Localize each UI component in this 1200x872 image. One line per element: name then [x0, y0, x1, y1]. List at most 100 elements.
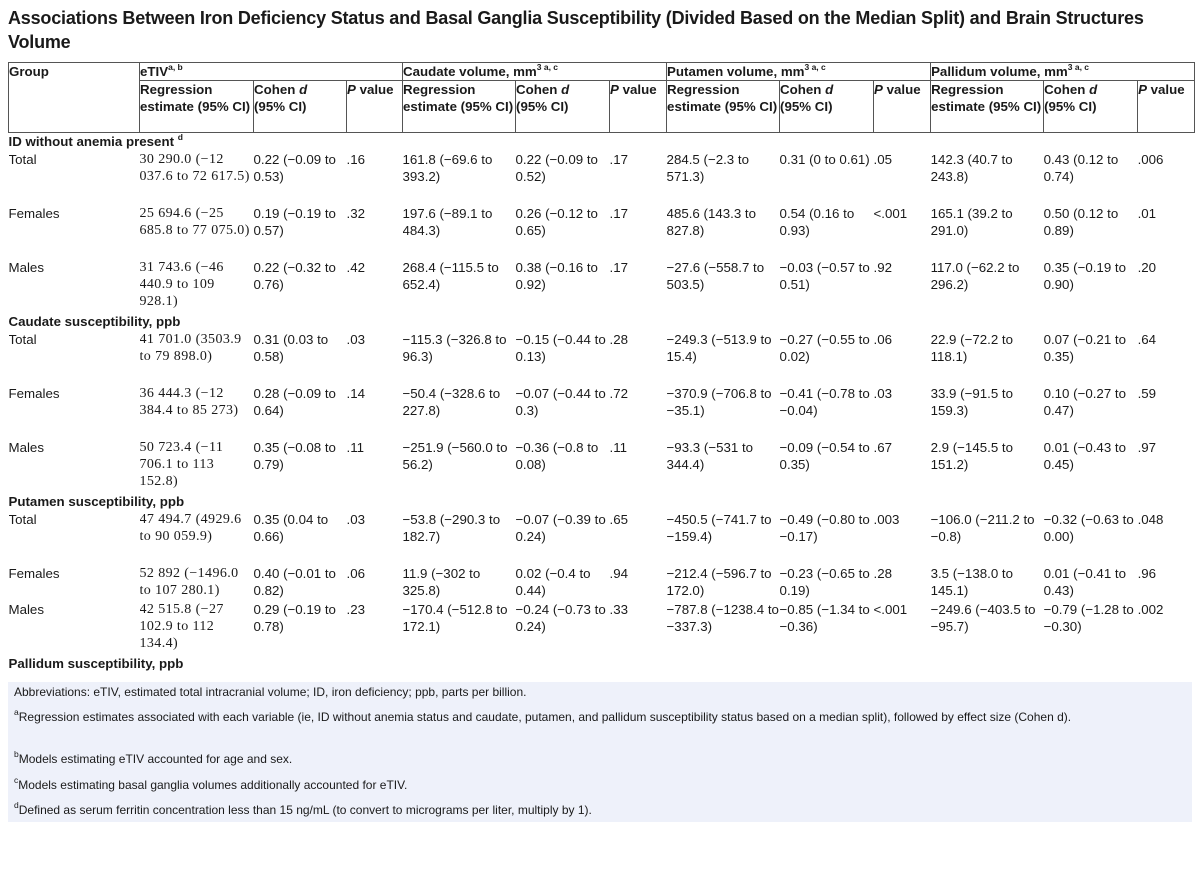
cell-pal-p: .59	[1137, 386, 1157, 401]
cell-pal-est: 33.9 (−91.5 to 159.3)	[930, 386, 1013, 418]
footnote-d-mark: d	[14, 800, 19, 810]
cell-put-p: .03	[873, 386, 893, 401]
header-putamen-p: P value	[873, 80, 932, 133]
cell-etiv-d: 0.35 (0.04 to 0.66)	[253, 512, 329, 544]
cell-etiv-est: 30 290.0 (−12 037.6 to 72 617.5)	[139, 152, 250, 184]
cell-put-d: −0.41 (−0.78 to −0.04)	[779, 386, 870, 418]
cell-group: Total	[8, 152, 37, 167]
cell-pal-p: .01	[1137, 206, 1157, 221]
cell-etiv-est: 36 444.3 (−12 384.4 to 85 273)	[139, 386, 239, 418]
cell-etiv-p: .11	[346, 440, 365, 455]
header-etiv-cohen-d: d	[299, 82, 308, 97]
cell-pal-d: 0.43 (0.12 to 0.74)	[1043, 152, 1119, 184]
cell-pal-d: 0.01 (−0.41 to 0.43)	[1043, 566, 1126, 598]
header-pallidum-label: Pallidum volume, mm	[931, 64, 1068, 79]
cell-caud-d: −0.07 (−0.44 to 0.3)	[515, 386, 606, 418]
cell-caud-d: 0.26 (−0.12 to 0.65)	[515, 206, 598, 238]
cell-put-est: −249.3 (−513.9 to 15.4)	[666, 332, 772, 364]
cell-etiv-p: .03	[346, 512, 366, 527]
cell-group: Males	[8, 440, 44, 455]
header-caudate-sup: 3 a, c	[536, 62, 559, 72]
header-etiv-regression: Regression estimate (95% CI)	[139, 80, 254, 133]
cell-etiv-est: 50 723.4 (−11 706.1 to 113 152.8)	[139, 440, 224, 489]
section-label: Caudate susceptibility, ppb	[8, 314, 181, 329]
footnote-b: bModels estimating eTIV accounted for ag…	[8, 750, 1192, 767]
header-pallidum-cohen-d: d	[1089, 82, 1098, 97]
cell-etiv-p: .14	[346, 386, 366, 401]
cell-etiv-d: 0.19 (−0.19 to 0.57)	[253, 206, 336, 238]
header-etiv-p: P value	[345, 80, 404, 133]
footnote-c-text: Models estimating basal ganglia volumes …	[18, 778, 408, 792]
cell-group: Females	[8, 206, 60, 221]
cell-etiv-d: 0.22 (−0.32 to 0.76)	[253, 260, 336, 292]
cell-pal-est: 2.9 (−145.5 to 151.2)	[930, 440, 1013, 472]
footnote-a-mark: a	[14, 707, 19, 717]
header-putamen-sup: 3 a, c	[804, 62, 826, 72]
cell-put-p: .06	[873, 332, 893, 347]
cell-put-p: .28	[873, 566, 893, 581]
header-caudate-cohen-d: d	[561, 82, 570, 97]
header-pallidum-p: P value	[1137, 80, 1196, 133]
header-caudate-p: P value	[609, 80, 668, 133]
cell-put-d: −0.49 (−0.80 to −0.17)	[779, 512, 870, 544]
cell-etiv-est: 52 892 (−1496.0 to 107 280.1)	[139, 566, 239, 598]
cell-pal-est: −249.6 (−403.5 to −95.7)	[930, 602, 1036, 634]
cell-caud-p: .94	[609, 566, 629, 581]
cell-etiv-p: .16	[346, 152, 366, 167]
cell-group: Total	[8, 512, 37, 527]
header-putamen-cohen-d: d	[825, 82, 834, 97]
cell-pal-p: .002	[1137, 602, 1164, 617]
cell-pal-d: 0.35 (−0.19 to 0.90)	[1043, 260, 1126, 292]
cell-etiv-est: 25 694.6 (−25 685.8 to 77 075.0)	[139, 206, 250, 238]
header-pallidum-cohen-label: Cohen	[1044, 82, 1090, 97]
cell-put-d: 0.31 (0 to 0.61)	[779, 152, 870, 167]
header-caudate: Caudate volume, mm3 a, c	[402, 62, 668, 81]
header-etiv-label: eTIV	[140, 64, 169, 79]
header-pallidum-cohen: Cohen d (95% CI)	[1043, 80, 1139, 133]
cell-put-p: .003	[873, 512, 900, 527]
header-caudate-cohen-ci: (95% CI)	[516, 99, 569, 114]
cell-put-est: −370.9 (−706.8 to −35.1)	[666, 386, 772, 418]
section-label: ID without anemia present	[8, 134, 175, 149]
cell-pal-d: −0.79 (−1.28 to −0.30)	[1043, 602, 1134, 634]
cell-put-p: .92	[873, 260, 893, 275]
cell-pal-p: .97	[1137, 440, 1157, 455]
cell-put-est: −787.8 (−1238.4 to −337.3)	[666, 602, 779, 634]
cell-put-est: −212.4 (−596.7 to 172.0)	[666, 566, 772, 598]
cell-caud-p: .65	[609, 512, 629, 527]
header-caudate-cohen-label: Cohen	[516, 82, 562, 97]
cell-pal-p: .64	[1137, 332, 1157, 347]
cell-put-p: .67	[873, 440, 893, 455]
header-group-label: Group	[9, 64, 49, 79]
cell-etiv-p: .42	[346, 260, 366, 275]
section-header: Putamen susceptibility, ppb	[9, 493, 1195, 511]
table-row: Females 25 694.6 (−25 685.8 to 77 075.0) 0…	[9, 205, 1195, 259]
cell-group: Females	[8, 566, 60, 581]
cell-etiv-d: 0.29 (−0.19 to 0.78)	[253, 602, 336, 634]
footnote-a: aRegression estimates associated with ea…	[8, 707, 1192, 725]
cell-caud-d: 0.38 (−0.16 to 0.92)	[515, 260, 598, 292]
cell-put-d: −0.09 (−0.54 to 0.35)	[779, 440, 870, 472]
section-label-cell: Pallidum susceptibility, ppb	[9, 655, 1195, 673]
header-putamen-p-value: value	[882, 82, 921, 97]
cell-caud-est: 11.9 (−302 to 325.8)	[402, 566, 481, 598]
cell-pal-est: 117.0 (−62.2 to 296.2)	[930, 260, 1020, 292]
cell-caud-d: 0.22 (−0.09 to 0.52)	[515, 152, 598, 184]
cell-caud-p: .33	[609, 602, 629, 617]
cell-pal-est: 3.5 (−138.0 to 145.1)	[930, 566, 1013, 598]
cell-put-est: −27.6 (−558.7 to 503.5)	[666, 260, 765, 292]
cell-group: Females	[8, 386, 60, 401]
footnote-c: cModels estimating basal ganglia volumes…	[8, 776, 1192, 793]
header-pallidum: Pallidum volume, mm3 a, c	[930, 62, 1196, 81]
header-pallidum-p-label: P	[1138, 82, 1147, 97]
cell-put-d: −0.27 (−0.55 to 0.02)	[779, 332, 870, 364]
cell-etiv-est: 41 701.0 (3503.9 to 79 898.0)	[139, 332, 242, 364]
cell-caud-est: 268.4 (−115.5 to 652.4)	[402, 260, 499, 292]
cell-etiv-p: .32	[346, 206, 366, 221]
header-pallidum-regression: Regression estimate (95% CI)	[930, 80, 1045, 133]
header-putamen-cohen-label: Cohen	[780, 82, 826, 97]
cell-pal-p: .006	[1137, 152, 1164, 167]
section-header: ID without anemia present d	[9, 133, 1195, 152]
cell-etiv-d: 0.40 (−0.01 to 0.82)	[253, 566, 336, 598]
